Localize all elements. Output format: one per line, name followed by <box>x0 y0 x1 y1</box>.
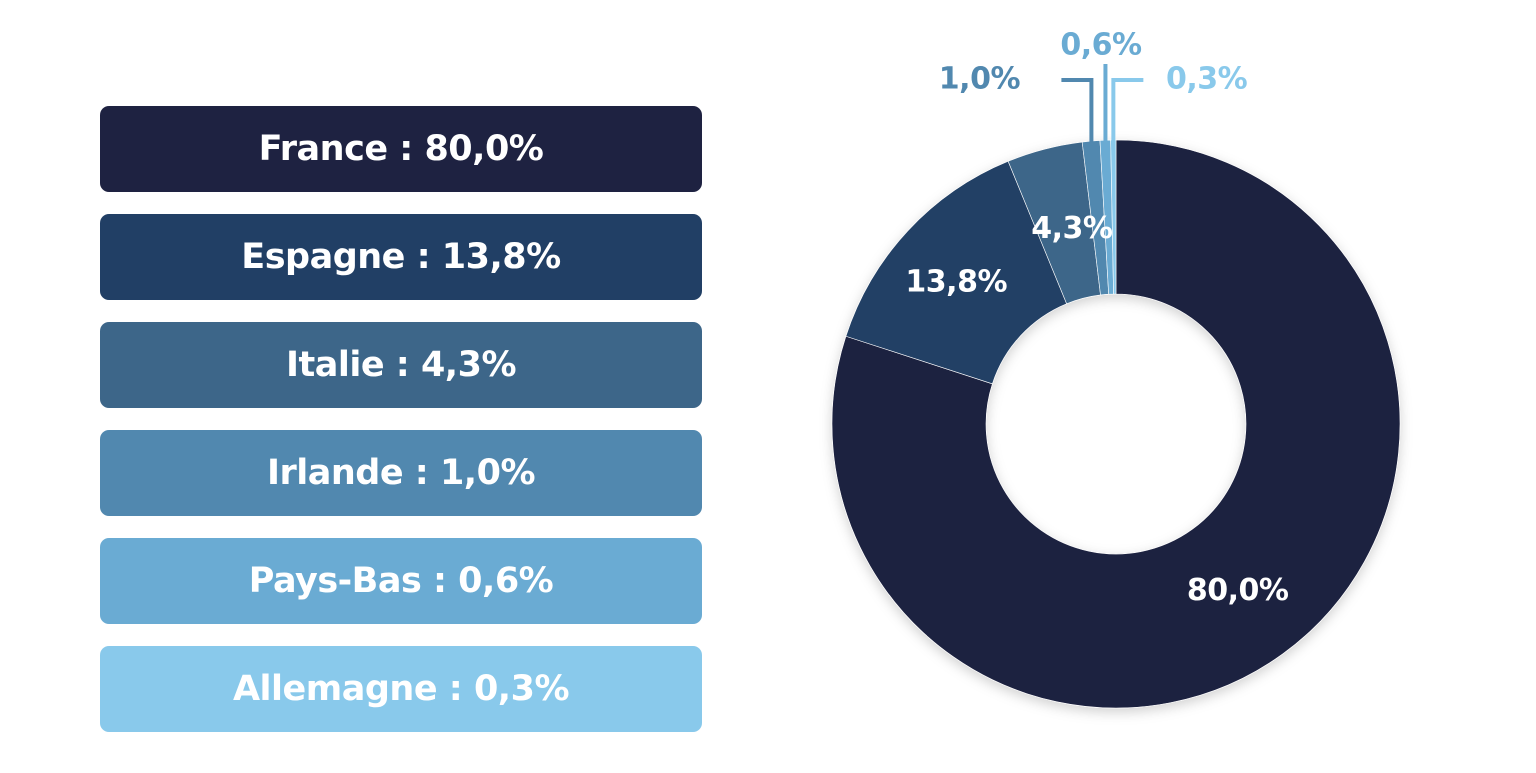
slice-espagne <box>845 160 1068 385</box>
legend-item-irlande: Irlande : 1,0% <box>100 430 702 516</box>
legend-label-irlande: Irlande : 1,0% <box>266 453 536 493</box>
slice-label-france: 80,0% <box>1187 573 1289 608</box>
legend-label-pays-bas: Pays-Bas : 0,6% <box>248 561 554 601</box>
callout-label-pays-bas: 0,6% <box>1060 28 1142 63</box>
legend-item-italie: Italie : 4,3% <box>100 322 702 408</box>
legend-item-allemagne: Allemagne : 0,3% <box>100 646 702 732</box>
slice-label-italie: 4,3% <box>1031 211 1113 246</box>
legend-item-espagne: Espagne : 13,8% <box>100 214 702 300</box>
callout-line-allemagne <box>1111 78 1144 145</box>
slice-label-espagne: 13,8% <box>905 265 1007 300</box>
legend-label-espagne: Espagne : 13,8% <box>241 237 561 277</box>
legend-label-france: France : 80,0% <box>258 129 544 169</box>
callout-label-allemagne: 0,3% <box>1166 62 1248 97</box>
legend-item-pays-bas: Pays-Bas : 0,6% <box>100 538 702 624</box>
callout-line-irlande <box>1061 78 1094 146</box>
slice-france <box>831 139 1401 709</box>
legend: France : 80,0% Espagne : 13,8% Italie : … <box>100 106 702 732</box>
legend-item-france: France : 80,0% <box>100 106 702 192</box>
legend-label-allemagne: Allemagne : 0,3% <box>232 669 570 709</box>
legend-label-italie: Italie : 4,3% <box>285 345 517 385</box>
callout-label-irlande: 1,0% <box>939 62 1021 97</box>
